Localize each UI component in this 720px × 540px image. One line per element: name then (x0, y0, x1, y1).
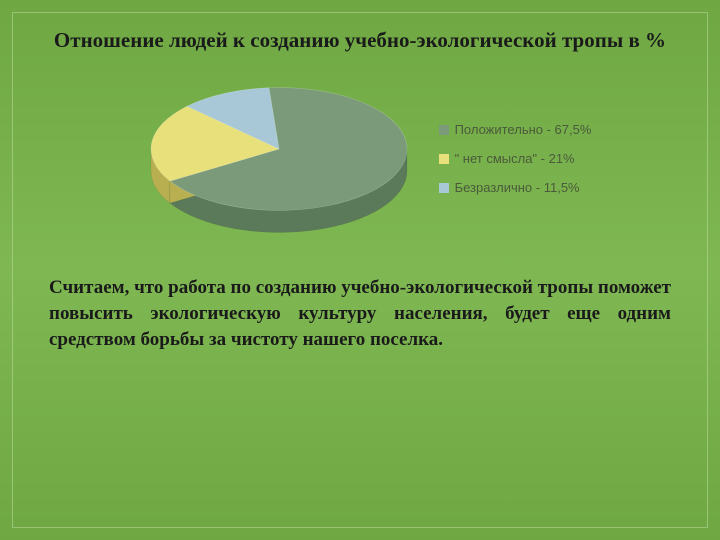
chart-title: Отношение людей к созданию учебно-эколог… (43, 27, 677, 53)
legend-label: Безразлично - 11,5% (455, 181, 580, 196)
legend-swatch (439, 125, 449, 135)
legend-item: " нет смысла" - 21% (439, 152, 592, 167)
legend-item: Положительно - 67,5% (439, 123, 592, 138)
legend-label: " нет смысла" - 21% (455, 152, 575, 167)
pie-chart (129, 59, 419, 259)
legend-label: Положительно - 67,5% (455, 123, 592, 138)
legend-swatch (439, 154, 449, 164)
legend-item: Безразлично - 11,5% (439, 181, 592, 196)
legend-swatch (439, 183, 449, 193)
body-text: Считаем, что работа по созданию учебно-э… (43, 275, 677, 352)
legend: Положительно - 67,5% " нет смысла" - 21% Б… (439, 123, 592, 196)
chart-row: Положительно - 67,5% " нет смысла" - 21% Б… (43, 59, 677, 259)
